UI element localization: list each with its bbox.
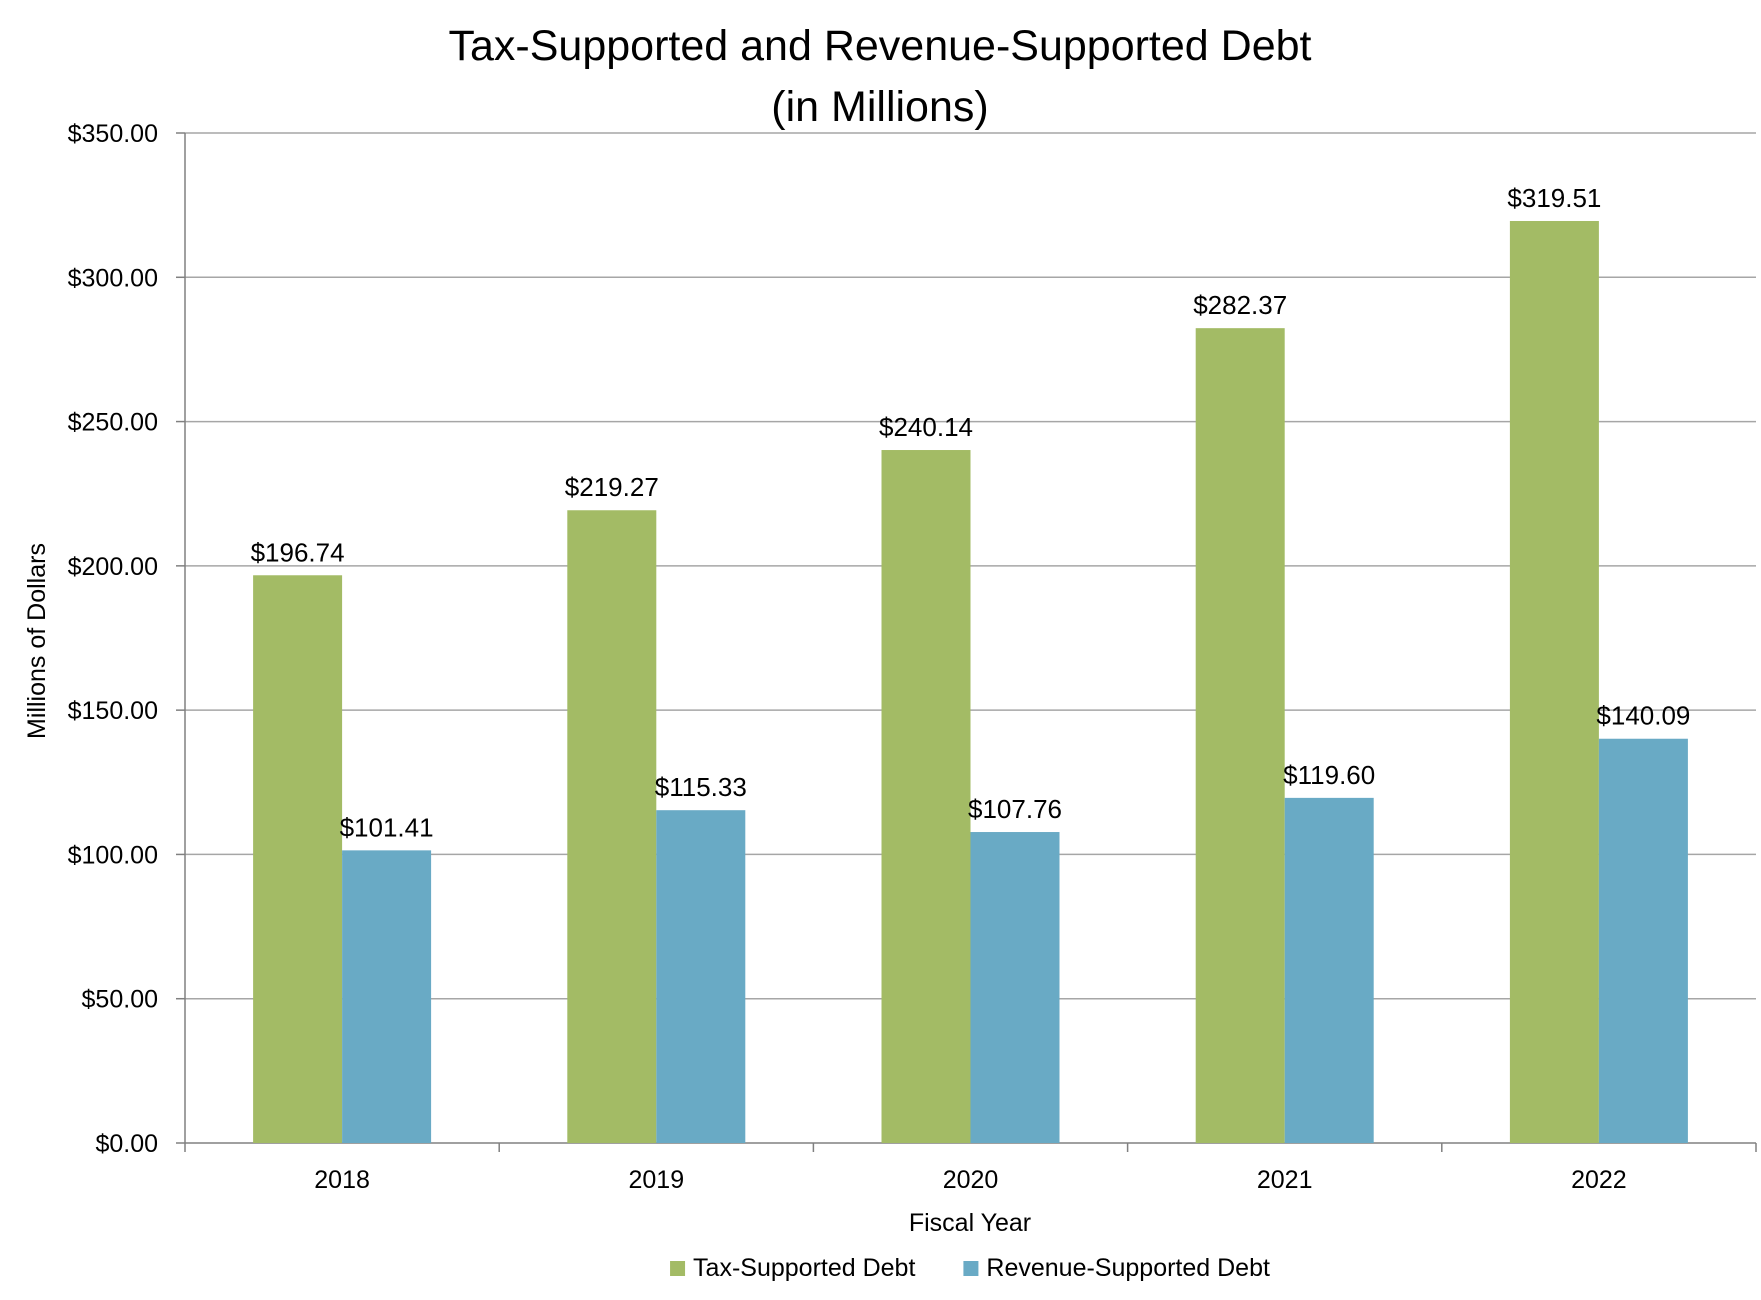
data-label: $140.09	[1596, 701, 1690, 731]
legend-swatch	[670, 1261, 686, 1276]
data-label: $119.60	[1283, 760, 1375, 790]
y-tick-label: $300.00	[68, 264, 158, 292]
legend-label: Revenue-Supported Debt	[986, 1254, 1270, 1282]
x-tick-label: 2019	[628, 1166, 684, 1194]
bar	[1509, 220, 1599, 1144]
y-tick-label: $350.00	[68, 120, 158, 148]
data-label: $115.33	[655, 772, 747, 802]
data-label: $219.27	[565, 472, 659, 502]
data-label: $282.37	[1193, 290, 1287, 320]
bar	[970, 832, 1060, 1143]
x-axis-title: Fiscal Year	[909, 1209, 1031, 1237]
y-tick-label: $0.00	[95, 1130, 158, 1158]
data-label: $240.14	[879, 412, 973, 442]
bar	[253, 575, 343, 1143]
data-label: $107.76	[968, 794, 1062, 824]
x-axis: 2018 2019 2020 2021 2022	[184, 1142, 1757, 1194]
y-tick-label: $250.00	[68, 409, 158, 437]
data-labels: $196.74 $101.41 $219.27 $115.33 $240.14 $107.…	[251, 183, 1691, 842]
bars	[253, 220, 1688, 1144]
bar	[342, 850, 432, 1143]
data-label: $101.41	[340, 812, 434, 842]
bar	[1598, 738, 1688, 1143]
bar	[1284, 797, 1374, 1143]
y-axis: $0.00 $50.00 $100.00 $150.00 $200.00 $250.00 $…	[68, 120, 186, 1158]
y-tick-label: $200.00	[68, 553, 158, 581]
y-axis-title: Millions of Dollars	[23, 543, 51, 739]
bar	[567, 510, 657, 1144]
legend-label: Tax-Supported Debt	[693, 1254, 915, 1282]
data-label: $319.51	[1507, 183, 1601, 213]
chart-title-line-1: Tax-Supported and Revenue-Supported Debt	[449, 22, 1312, 70]
legend: Tax-Supported Debt Revenue-Supported Debt	[670, 1254, 1270, 1282]
data-label: $196.74	[251, 537, 345, 567]
x-tick-label: 2018	[314, 1166, 370, 1194]
y-tick-label: $50.00	[82, 986, 158, 1014]
bar	[656, 810, 746, 1143]
y-tick-label: $100.00	[68, 841, 158, 869]
legend-swatch	[963, 1261, 979, 1276]
x-tick-label: 2022	[1571, 1166, 1627, 1194]
bar	[881, 450, 971, 1144]
x-tick-label: 2020	[943, 1166, 999, 1194]
bar	[1195, 328, 1285, 1143]
chart-title-line-2: (in Millions)	[771, 83, 988, 131]
y-tick-label: $150.00	[68, 697, 158, 725]
x-tick-label: 2021	[1257, 1166, 1313, 1194]
